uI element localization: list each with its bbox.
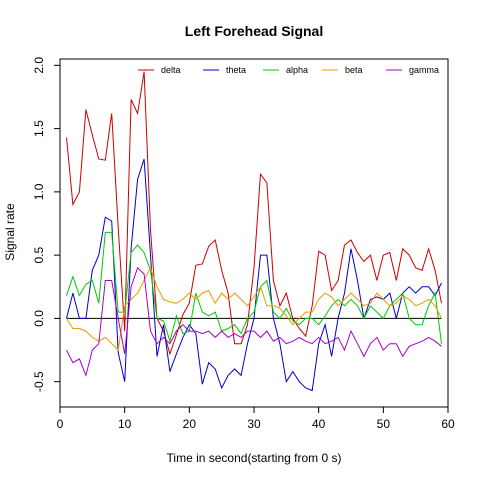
legend-label-beta: beta <box>345 65 363 75</box>
x-tick-label: 30 <box>247 417 261 431</box>
legend-label-gamma: gamma <box>409 65 439 75</box>
legend-label-theta: theta <box>226 65 246 75</box>
legend-label-delta: delta <box>161 65 181 75</box>
series-line-beta <box>67 268 442 350</box>
y-axis-label: Signal rate <box>3 203 17 261</box>
y-tick-label: 1.5 <box>32 120 46 137</box>
legend: delta theta alpha beta gamma <box>138 65 439 75</box>
chart-title: Left Forehead Signal <box>185 23 323 39</box>
y-tick-label: 1.0 <box>32 183 46 200</box>
x-tick-label: 40 <box>312 417 326 431</box>
x-tick-label: 20 <box>183 417 197 431</box>
x-tick-label: 50 <box>377 417 391 431</box>
y-tick-label: 0.0 <box>32 310 46 327</box>
series-line-theta <box>67 159 442 391</box>
x-tick-label: 0 <box>57 417 64 431</box>
legend-label-alpha: alpha <box>286 65 308 75</box>
y-tick-label: -0.5 <box>32 371 46 392</box>
x-tick-label: 10 <box>118 417 132 431</box>
x-axis-label: Time in second(starting from 0 s) <box>167 451 342 465</box>
y-tick-label: 2.0 <box>32 57 46 74</box>
x-tick-label: 60 <box>441 417 455 431</box>
y-tick-label: 0.5 <box>32 246 46 263</box>
series-line-alpha <box>67 232 442 343</box>
plot-area: 0 10 20 30 40 50 60 -0.5 0.0 0.5 1.0 1.5 2.0 <box>32 57 455 431</box>
